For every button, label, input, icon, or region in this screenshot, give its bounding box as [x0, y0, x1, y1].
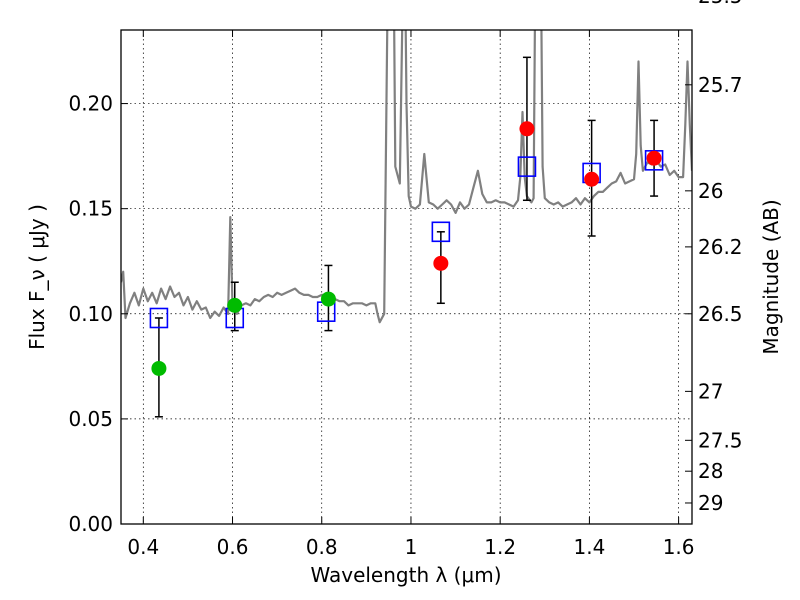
right-tick-label: 29	[698, 491, 723, 515]
y-axis-left: 0.00 0.05 0.10 0.15 0.20	[68, 92, 128, 536]
model-box-marker	[149, 307, 169, 329]
plot-frame	[120, 29, 693, 525]
x-tick-label: 0.8	[306, 535, 338, 559]
red-data-point	[584, 171, 600, 187]
right-tick-label: 28	[698, 459, 723, 483]
right-tick-label: 26	[698, 179, 723, 203]
right-tick-label: 26.2	[698, 235, 743, 259]
x-tick-label: 0.4	[127, 535, 159, 559]
green-data-point	[227, 297, 243, 313]
green-data-point	[151, 360, 167, 376]
red-data-point	[519, 121, 535, 137]
right-tick-label: 25.7	[698, 73, 743, 97]
red-data-point	[433, 255, 449, 271]
right-tick-label: 25.5	[698, 0, 743, 8]
model-box-marker	[517, 156, 537, 177]
right-tick-label: 26.5	[698, 302, 743, 326]
y-tick-label: 0.05	[68, 407, 113, 431]
model-box-layer	[149, 150, 664, 329]
data-point-layer	[151, 121, 662, 376]
x-axis: 0.4 0.6 0.8 1 1.2 1.4 1.6	[127, 30, 695, 559]
y-tick-label: 0.10	[68, 302, 113, 326]
right-tick-label: 27.5	[698, 428, 743, 452]
y-tick-label: 0.15	[68, 197, 113, 221]
y-tick-label: 0.00	[68, 512, 113, 536]
y-tick-label: 0.20	[68, 92, 113, 116]
y-axis-label-left-text: Flux F_ν ( μJy )	[25, 204, 49, 350]
spectrum-layer	[121, 30, 692, 324]
x-tick-label: 0.6	[217, 535, 249, 559]
y-axis-label-left: Flux F_ν ( μJy )	[25, 204, 49, 350]
x-tick-label: 1.4	[573, 535, 605, 559]
model-box-marker	[431, 221, 451, 243]
x-tick-label: 1	[405, 535, 418, 559]
y-axis-label-right: Magnitude (AB)	[759, 199, 783, 354]
x-tick-label: 1.6	[663, 535, 695, 559]
x-tick-label: 1.2	[484, 535, 516, 559]
y-axis-right: 25.5 25.7 26 26.2 26.5 27 27.5 28 29	[685, 0, 743, 515]
red-data-point	[646, 150, 662, 166]
green-data-point	[320, 291, 336, 307]
spectrum-line	[121, 30, 692, 324]
right-tick-label: 27	[698, 379, 723, 403]
x-axis-label: Wavelength λ (μm)	[310, 563, 501, 587]
